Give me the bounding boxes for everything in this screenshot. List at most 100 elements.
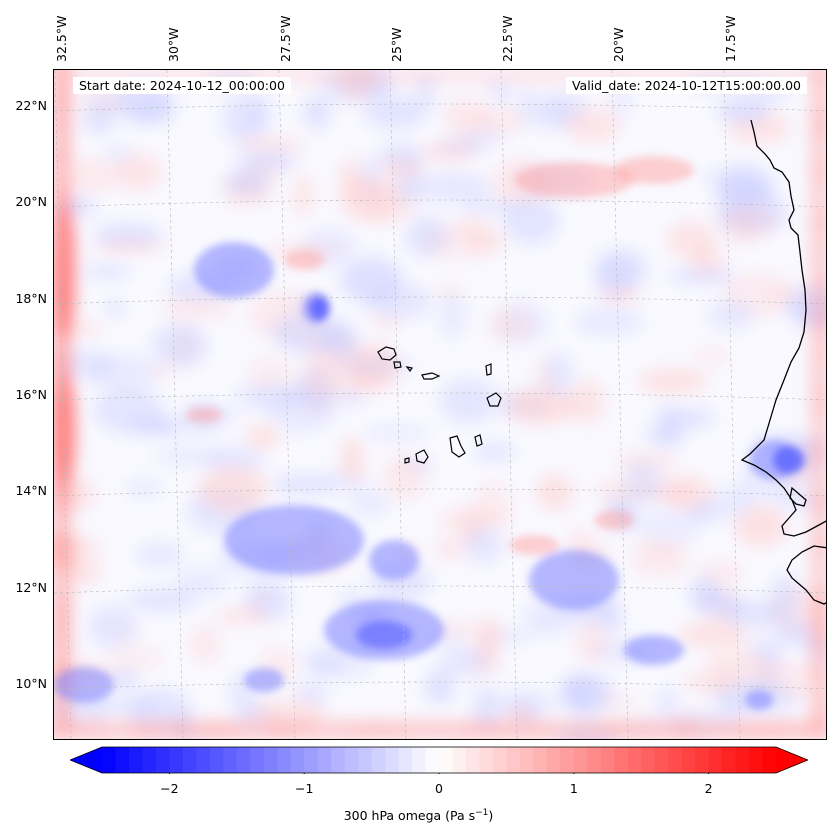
- colorbar-segment: [641, 747, 656, 773]
- colorbar-segment: [331, 747, 346, 773]
- island-sal: [485, 363, 492, 376]
- colorbar-segment: [277, 747, 292, 773]
- meridian-line: [54, 70, 72, 739]
- island-sao-nicolau: [421, 372, 441, 380]
- island-santo-antao: [377, 346, 397, 361]
- colorbar-segment: [681, 747, 696, 773]
- colorbar-segment: [209, 747, 224, 773]
- colorbar-segment: [479, 747, 494, 773]
- colorbar-segment: [506, 747, 521, 773]
- meridian-line: [166, 70, 184, 739]
- meridian-line: [723, 70, 741, 739]
- africa-coastline-inlet: [789, 486, 807, 507]
- colorbar-segment: [573, 747, 588, 773]
- cape-verde-islands: [377, 346, 502, 464]
- island-fogo: [415, 449, 429, 464]
- parallel-line: [54, 488, 826, 497]
- colorbar-segment: [439, 747, 453, 773]
- colorbar-tick-label: 0: [435, 781, 443, 796]
- meridian-line: [611, 70, 629, 739]
- colorbar-outline: [70, 746, 808, 774]
- colorbar-segment: [465, 747, 480, 773]
- colorbar-segment: [492, 747, 507, 773]
- latitude-label: 16°N: [15, 387, 47, 402]
- map-panel[interactable]: Start date: 2024-10-12_00:00:00 Valid_da…: [53, 69, 827, 740]
- colorbar-label: 300 hPa omega (Pa s−1): [343, 808, 494, 824]
- colorbar-segment: [250, 747, 265, 773]
- longitude-label: 30°W: [166, 27, 181, 62]
- colorbar-segment: [668, 747, 683, 773]
- colorbar-extend-min: [70, 747, 102, 773]
- parallel-line: [54, 681, 826, 690]
- colorbar-segment: [236, 747, 251, 773]
- colorbar-segment: [263, 747, 278, 773]
- omega-field-detail: [54, 156, 805, 710]
- parallel-line: [54, 103, 826, 112]
- colorbar-segment: [102, 747, 116, 773]
- colorbar-segment: [546, 747, 561, 773]
- colorbar-segment: [128, 747, 143, 773]
- longitude-label: 17.5°W: [723, 15, 738, 62]
- parallel-line: [54, 392, 826, 401]
- colorbar-segment: [708, 747, 723, 773]
- colorbar-segment: [371, 747, 386, 773]
- parallel-line: [54, 585, 826, 594]
- latitude-label: 18°N: [15, 291, 47, 306]
- latitude-label: 10°N: [15, 676, 47, 691]
- colorbar-segment: [614, 747, 629, 773]
- colorbar-segment: [412, 747, 427, 773]
- colorbar-tick-label: −2: [160, 781, 179, 796]
- colorbar-tick-label: −1: [294, 781, 314, 796]
- colorbar-segment: [600, 747, 615, 773]
- omega-field-map: [54, 70, 826, 739]
- colorbar-segment: [452, 747, 467, 773]
- colorbar-segment: [587, 747, 602, 773]
- parallel-line: [54, 296, 826, 305]
- colorbar-segment: [196, 747, 211, 773]
- africa-coastline-south: [786, 545, 826, 605]
- meridian-line: [500, 70, 518, 739]
- longitude-label: 25°W: [389, 27, 404, 62]
- meridian-line: [389, 70, 407, 739]
- colorbar-segment: [317, 747, 332, 773]
- island-maio: [474, 434, 483, 447]
- colorbar-segment: [762, 747, 777, 773]
- colorbar-segment: [398, 747, 413, 773]
- colorbar-tick-label: 1: [569, 781, 578, 796]
- colorbar: [70, 746, 808, 774]
- longitude-label: 32.5°W: [54, 15, 69, 62]
- colorbar-segment: [695, 747, 710, 773]
- colorbar-segment: [735, 747, 750, 773]
- start-date-label: Start date: 2024-10-12_00:00:00: [73, 77, 291, 94]
- longitude-label: 22.5°W: [500, 15, 515, 62]
- colorbar-segment: [223, 747, 238, 773]
- colorbar-segment: [385, 747, 400, 773]
- colorbar-segment: [169, 747, 184, 773]
- colorbar-segment: [358, 747, 373, 773]
- colorbar-tick-label: 2: [704, 781, 713, 796]
- colorbar-segment: [722, 747, 737, 773]
- valid-date-label: Valid_date: 2024-10-12T15:00:00.00: [565, 77, 807, 94]
- coastline: [740, 119, 826, 605]
- colorbar-extend-max: [776, 747, 808, 773]
- colorbar-segment: [115, 747, 130, 773]
- latitude-label: 14°N: [15, 483, 47, 498]
- colorbar-segment: [654, 747, 669, 773]
- colorbar-segment: [533, 747, 548, 773]
- longitude-label: 20°W: [611, 27, 626, 62]
- latitude-label: 20°N: [15, 194, 47, 209]
- colorbar-segment: [142, 747, 157, 773]
- colorbar-segment: [290, 747, 305, 773]
- colorbar-segment: [560, 747, 575, 773]
- colorbar-segment: [304, 747, 319, 773]
- longitude-label: 27.5°W: [278, 15, 293, 62]
- gridlines: [54, 70, 826, 739]
- meridian-line: [278, 70, 296, 739]
- island-santa-luzia: [405, 366, 413, 373]
- parallel-line: [54, 199, 826, 208]
- island-santiago: [449, 435, 466, 458]
- island-sao-vicente: [393, 361, 402, 369]
- colorbar-segment: [155, 747, 170, 773]
- colorbar-segment: [519, 747, 534, 773]
- island-boa-vista: [486, 392, 502, 407]
